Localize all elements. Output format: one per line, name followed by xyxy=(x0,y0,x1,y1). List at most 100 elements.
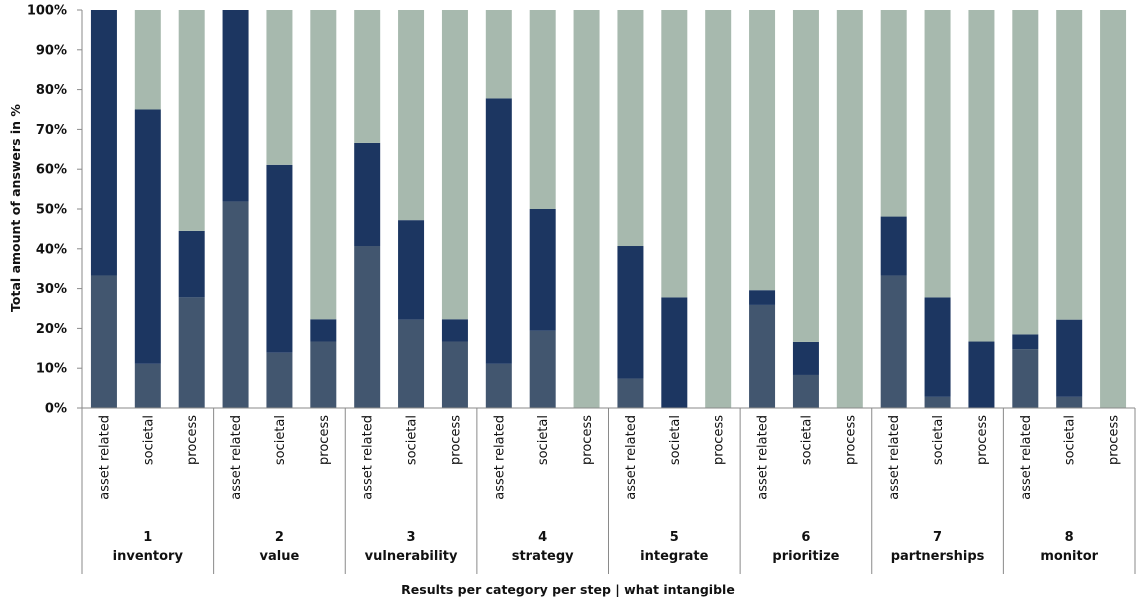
bar-segment-7-societal-s3 xyxy=(924,10,951,298)
category-label: societal xyxy=(668,415,683,465)
bar-segment-4-asset-related-s2 xyxy=(485,98,512,364)
bar-segment-8-societal-s2 xyxy=(1056,319,1083,397)
group-number: 4 xyxy=(538,530,547,545)
bar-segment-5-asset-related-s3 xyxy=(617,10,644,247)
category-label: societal xyxy=(1063,415,1078,465)
category-labels: asset related societal process asset relate… xyxy=(97,415,1121,500)
bar-segment-1-process-s1 xyxy=(178,297,205,408)
category-label: societal xyxy=(536,415,551,465)
category-label: asset related xyxy=(361,415,376,500)
group-number: 1 xyxy=(143,530,152,545)
category-label: process xyxy=(580,415,595,465)
y-tick-label: 40% xyxy=(36,242,67,257)
bar-segment-6-asset-related-s2 xyxy=(749,290,776,305)
bar-segment-5-asset-related-s2 xyxy=(617,246,644,379)
y-tick-label: 60% xyxy=(36,163,67,178)
bar-segment-2-process-s1 xyxy=(310,341,337,408)
group-number: 3 xyxy=(407,530,416,545)
y-tick-labels: 0% 10% 20% 30% 40% 50% 60% 70% 80% 90% 100% xyxy=(27,4,67,417)
x-axis-title: Results per category per step | what int… xyxy=(401,582,735,597)
bar-segment-2-asset-related-s1 xyxy=(222,201,249,408)
bar-segment-2-societal-s3 xyxy=(266,10,293,165)
group-labels: 1 inventory 2 value 3 vulnerability 4 strategy 5… xyxy=(113,530,1099,564)
bar-segment-8-asset-related-s2 xyxy=(1012,334,1039,350)
bar-segment-5-process-s3 xyxy=(705,10,732,408)
bar-segment-1-societal-s1 xyxy=(134,363,161,408)
y-tick-label: 90% xyxy=(36,43,67,58)
bar-segment-3-process-s1 xyxy=(441,341,468,408)
bars-layer xyxy=(90,10,1127,408)
bar-segment-4-societal-s1 xyxy=(529,330,556,408)
bar-segment-6-process-s3 xyxy=(836,10,863,408)
bar-segment-3-asset-related-s2 xyxy=(354,142,381,247)
y-tick-label: 10% xyxy=(36,362,67,377)
bar-segment-5-asset-related-s1 xyxy=(617,378,644,408)
y-tick-label: 100% xyxy=(27,4,67,19)
bar-segment-2-process-s3 xyxy=(310,10,337,320)
group-name: prioritize xyxy=(772,549,839,564)
bar-segment-8-process-s3 xyxy=(1100,10,1127,408)
category-label: societal xyxy=(405,415,420,465)
category-label: process xyxy=(712,415,727,465)
bar-segment-5-societal-s2 xyxy=(661,297,688,408)
category-label: societal xyxy=(931,415,946,465)
bar-segment-7-asset-related-s1 xyxy=(880,275,907,408)
group-number: 2 xyxy=(275,530,284,545)
bar-segment-6-societal-s2 xyxy=(792,341,819,375)
y-tick-label: 80% xyxy=(36,83,67,98)
bar-segment-1-process-s3 xyxy=(178,10,205,231)
bar-segment-7-societal-s2 xyxy=(924,297,951,397)
group-number: 8 xyxy=(1065,530,1074,545)
group-name: strategy xyxy=(512,549,574,564)
bar-segment-8-asset-related-s1 xyxy=(1012,349,1039,408)
bar-segment-4-asset-related-s1 xyxy=(485,363,512,408)
y-tick-label: 30% xyxy=(36,282,67,297)
bar-segment-3-societal-s1 xyxy=(398,319,425,408)
bar-segment-3-asset-related-s3 xyxy=(354,10,381,143)
bar-segment-7-asset-related-s3 xyxy=(880,10,907,217)
bar-segment-4-societal-s3 xyxy=(529,10,556,209)
y-tick-label: 0% xyxy=(45,402,67,417)
bar-segment-6-asset-related-s1 xyxy=(749,304,776,408)
bar-segment-8-societal-s3 xyxy=(1056,10,1083,320)
category-label: societal xyxy=(799,415,814,465)
bar-segment-2-societal-s1 xyxy=(266,352,293,408)
bar-segment-1-process-s2 xyxy=(178,230,205,298)
group-name: vulnerability xyxy=(365,549,458,564)
category-label: process xyxy=(843,415,858,465)
group-number: 7 xyxy=(933,530,942,545)
group-name: monitor xyxy=(1040,549,1098,564)
bar-segment-5-societal-s3 xyxy=(661,10,688,298)
category-label: asset related xyxy=(492,415,507,500)
bar-segment-3-process-s2 xyxy=(441,319,468,342)
bar-segment-7-process-s3 xyxy=(968,10,995,342)
bar-segment-7-societal-s1 xyxy=(924,396,951,408)
group-name: value xyxy=(260,549,300,564)
bar-segment-1-asset-related-s1 xyxy=(90,275,117,408)
category-label: asset related xyxy=(756,415,771,500)
y-tick-label: 50% xyxy=(36,203,67,218)
bar-segment-8-societal-s1 xyxy=(1056,396,1083,408)
category-label: process xyxy=(448,415,463,465)
category-label: process xyxy=(975,415,990,465)
category-label: societal xyxy=(141,415,156,465)
bar-segment-2-process-s2 xyxy=(310,319,337,342)
group-name: integrate xyxy=(640,549,708,564)
bar-segment-6-asset-related-s3 xyxy=(749,10,776,291)
bar-segment-1-societal-s2 xyxy=(134,109,161,364)
y-tick-label: 70% xyxy=(36,123,67,138)
category-label: asset related xyxy=(887,415,902,500)
category-label: asset related xyxy=(97,415,112,500)
bar-segment-4-process-s3 xyxy=(573,10,600,408)
bar-segment-7-asset-related-s2 xyxy=(880,216,907,276)
bar-segment-3-process-s3 xyxy=(441,10,468,320)
bar-segment-4-societal-s2 xyxy=(529,209,556,331)
category-label: asset related xyxy=(624,415,639,500)
category-label: process xyxy=(1107,415,1122,465)
bar-segment-6-societal-s1 xyxy=(792,374,819,408)
group-number: 6 xyxy=(801,530,810,545)
category-label: asset related xyxy=(1019,415,1034,500)
category-label: asset related xyxy=(229,415,244,500)
bar-segment-4-asset-related-s3 xyxy=(485,10,512,99)
bar-segment-2-asset-related-s2 xyxy=(222,10,249,202)
